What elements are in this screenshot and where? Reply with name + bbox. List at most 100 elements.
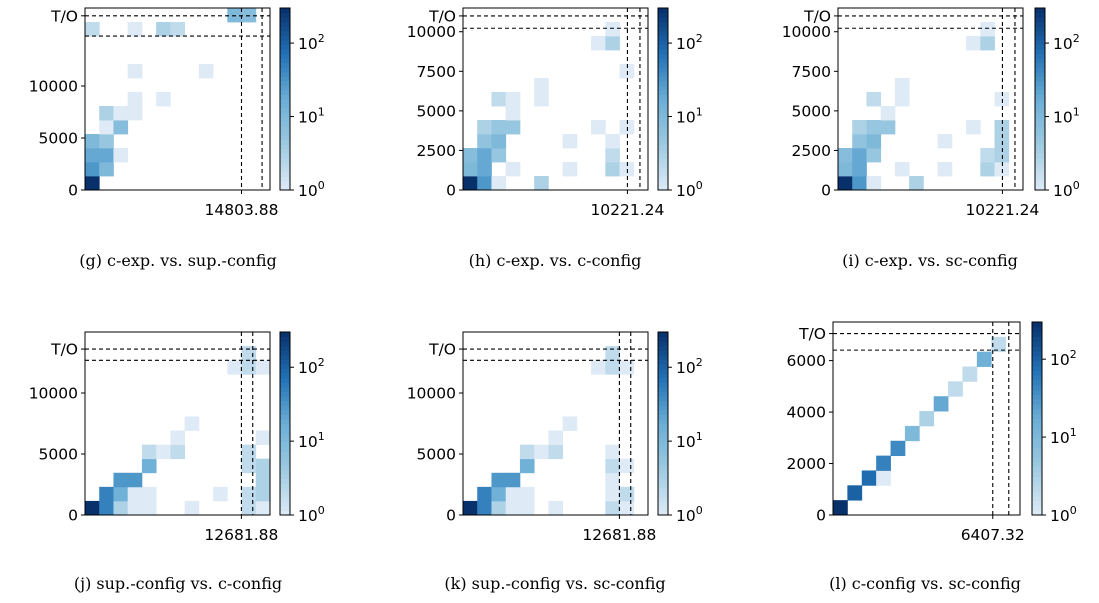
colorbar-segment (280, 350, 290, 356)
heatmap-cell (605, 360, 620, 375)
heatmap-cell (99, 162, 114, 177)
colorbar-segment (1032, 404, 1042, 410)
heatmap-cell (491, 472, 507, 488)
colorbar-segment (1032, 322, 1042, 328)
colorbar-segment (658, 21, 668, 27)
heatmap-cell (85, 176, 100, 191)
colorbar-segment (1035, 167, 1045, 173)
colorbar-segment (280, 487, 290, 493)
heatmap-cell (491, 120, 507, 135)
heatmap-cell (113, 500, 129, 516)
colorbar-tick-label: 102 (1050, 348, 1077, 369)
colorbar-segment (280, 373, 290, 379)
colorbar-segment (1035, 99, 1045, 105)
colorbar-segment (658, 446, 668, 452)
colorbar-segment (280, 432, 290, 438)
colorbar-segment (1032, 466, 1042, 473)
colorbar-tick-label: 101 (1053, 106, 1080, 127)
y-tick-label: T/O (50, 341, 78, 359)
y-tick-label: 10000 (29, 385, 78, 403)
heatmap-cell (141, 458, 157, 474)
colorbar-segment (1032, 476, 1042, 482)
colorbar-segment (1035, 117, 1045, 123)
colorbar-tick-label: 100 (676, 504, 703, 525)
colorbar-segment (280, 103, 290, 109)
heatmap-cell (562, 416, 578, 431)
colorbar-tick-label: 100 (298, 504, 325, 525)
colorbar-segment (658, 108, 668, 114)
y-tick-label: 7500 (417, 63, 456, 81)
heatmap-cell (937, 162, 953, 177)
y-tick-label: 0 (816, 507, 826, 525)
colorbar-segment (1035, 21, 1045, 27)
colorbar-segment (658, 492, 668, 498)
y-tick-label: 10000 (407, 23, 456, 41)
y-tick-label: 5000 (39, 130, 78, 148)
colorbar-segment (1035, 76, 1045, 82)
colorbar-segment (1035, 103, 1045, 109)
heatmap-cell (141, 444, 157, 460)
colorbar-segment (658, 176, 668, 182)
heatmap-cell (994, 120, 1010, 135)
plot-frame (462, 7, 649, 191)
heatmap-cell (170, 444, 186, 460)
heatmap-cell (876, 470, 891, 486)
heatmap-panel: 0 5000 10000 T/O 12681.88 100 101 102 (k) sup.-c… (407, 331, 703, 593)
colorbar-frame (1031, 321, 1043, 516)
heatmap-cell (980, 148, 995, 163)
colorbar-segment (1032, 408, 1042, 415)
y-tick-label: T/O (428, 7, 456, 25)
colorbar-segment (1035, 180, 1045, 186)
colorbar-segment (1035, 126, 1045, 132)
colorbar-segment (1035, 112, 1045, 118)
colorbar-segment (280, 510, 290, 516)
colorbar-segment (658, 76, 668, 82)
colorbar-segment (1035, 185, 1045, 191)
heatmap-cell (880, 106, 896, 121)
colorbar-segment (658, 112, 668, 118)
colorbar-segment (1032, 365, 1042, 371)
panel-caption: (g) c-exp. vs. sup.-config (79, 251, 277, 270)
colorbar-segment (658, 103, 668, 109)
heatmap-cell (491, 148, 507, 163)
colorbar-segment (658, 405, 668, 411)
heatmap-cell (894, 92, 910, 107)
colorbar-segment (280, 8, 290, 14)
heatmap-cell (619, 162, 635, 177)
heatmap-cell (99, 486, 114, 502)
colorbar-segment (658, 368, 668, 374)
heatmap-cell (933, 396, 949, 412)
colorbar-segment (280, 354, 290, 360)
colorbar-segment (280, 478, 290, 484)
heatmap-cell (477, 486, 492, 502)
colorbar-segment (658, 464, 668, 470)
colorbar-segment (658, 85, 668, 91)
heatmap-cell (980, 162, 995, 177)
colorbar-segment (1032, 505, 1042, 511)
heatmap-cell (505, 486, 521, 502)
x-tick-label: 14803.88 (205, 201, 279, 219)
colorbar-segment (1035, 17, 1045, 23)
colorbar-segment (1032, 471, 1042, 477)
colorbar-segment (658, 12, 668, 18)
colorbar-segment (280, 53, 290, 59)
heatmap-cell (619, 458, 635, 474)
y-tick-label: 5000 (39, 446, 78, 464)
heatmap-cell (866, 176, 882, 191)
colorbar-segment (1032, 447, 1042, 453)
colorbar-segment (280, 171, 290, 177)
colorbar-segment (658, 496, 668, 502)
colorbar-segment (658, 359, 668, 365)
colorbar-segment (1035, 130, 1045, 136)
colorbar-frame (279, 331, 291, 516)
heatmap-cell (99, 106, 114, 121)
colorbar-segment (1035, 85, 1045, 91)
colorbar-segment (1035, 121, 1045, 127)
heatmap-cell (605, 472, 620, 488)
heatmap-cell (241, 458, 257, 474)
colorbar-segment (1032, 437, 1042, 444)
heatmap-cell (255, 430, 271, 446)
heatmap-cell (876, 455, 891, 471)
colorbar-tick-label: 101 (676, 430, 703, 451)
heatmap-cell (605, 134, 620, 149)
